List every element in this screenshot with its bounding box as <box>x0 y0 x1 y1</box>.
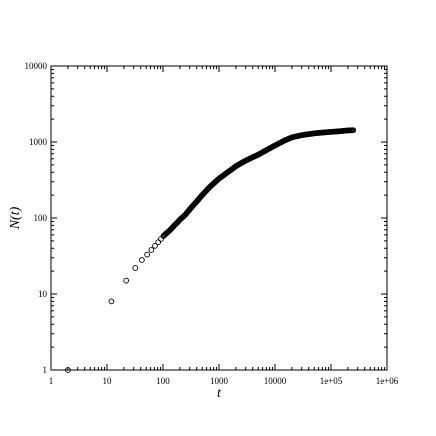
data-point <box>65 367 71 373</box>
x-axis-label: t <box>217 386 222 401</box>
data-point <box>152 243 158 249</box>
data-point <box>123 277 130 284</box>
y-minor-ticks <box>51 68 387 348</box>
data-point <box>148 247 155 253</box>
x-tick-label: 1000 <box>210 376 229 386</box>
data-point <box>132 265 139 271</box>
data-point <box>144 251 150 258</box>
data-point <box>350 127 357 134</box>
y-major-ticks <box>51 65 387 371</box>
y-tick-label: 1 <box>43 365 48 375</box>
x-tick-label: 1e+05 <box>320 376 343 386</box>
data-point <box>108 298 115 305</box>
x-major-ticks <box>50 66 388 370</box>
x-minor-ticks <box>67 66 385 370</box>
plot-frame <box>50 65 388 371</box>
data-points <box>65 127 357 373</box>
data-point <box>155 239 162 246</box>
x-tick-label: 1e+06 <box>376 376 399 386</box>
x-tick-label: 1 <box>49 376 54 386</box>
x-tick-label: 10000 <box>264 376 287 386</box>
data-point <box>139 257 145 263</box>
y-tick-labels: 1 10 100 1000 10000 <box>25 61 48 375</box>
y-tick-label: 1000 <box>29 137 48 147</box>
x-tick-labels: 1 10 100 1000 10000 1e+05 1e+06 <box>49 376 399 386</box>
y-axis-label: N(t) <box>8 206 23 230</box>
y-tick-label: 10 <box>38 289 48 299</box>
y-tick-label: 100 <box>34 213 48 223</box>
plot-frame-group <box>50 65 388 371</box>
y-tick-label: 10000 <box>25 61 48 71</box>
x-tick-label: 10 <box>103 376 113 386</box>
x-tick-label: 100 <box>156 376 170 386</box>
